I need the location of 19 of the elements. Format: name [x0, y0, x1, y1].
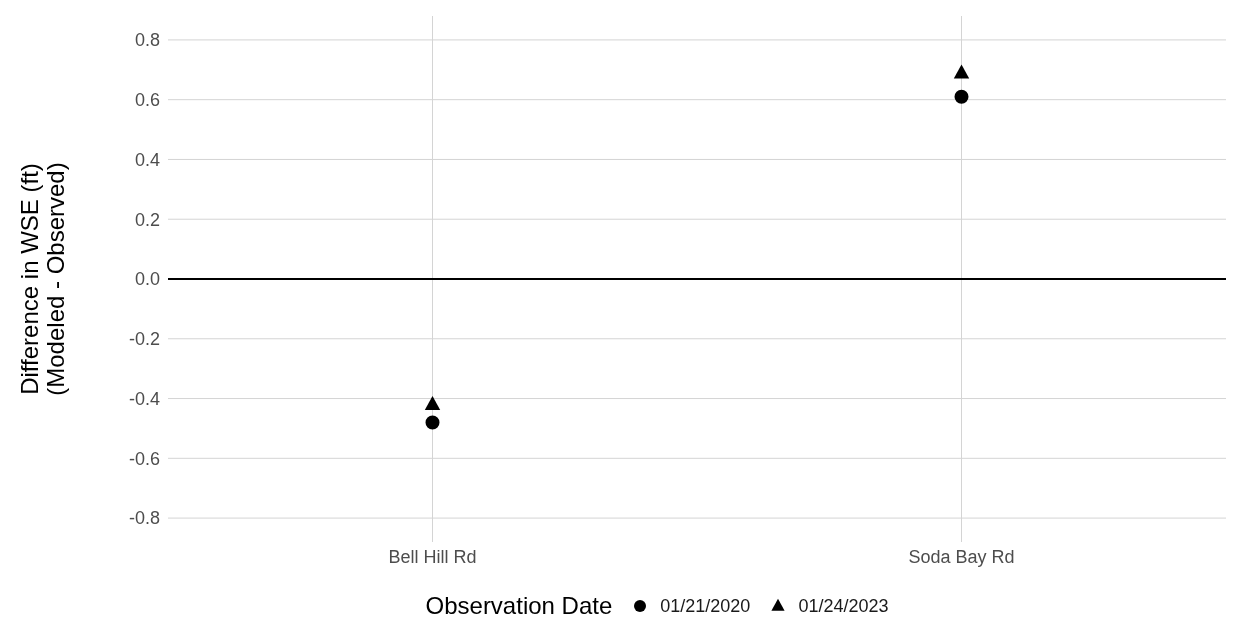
point: [953, 64, 970, 79]
point: [425, 415, 440, 430]
y-tick-label: 0.0: [134, 269, 160, 290]
legend-title: Observation Date: [425, 592, 613, 620]
y-tick-label: 0.8: [134, 30, 160, 51]
x-tick-label: Soda Bay Rd: [908, 546, 1015, 567]
y-tick-label: -0.4: [128, 388, 160, 409]
y-tick-label: -0.2: [128, 329, 160, 350]
x-tick-label: Bell Hill Rd: [388, 546, 477, 567]
y-tick-label: -0.6: [128, 448, 160, 469]
y-tick-label: -0.8: [128, 508, 160, 529]
y-tick-label: 0.4: [134, 149, 160, 170]
point: [954, 89, 969, 104]
y-tick-label: 0.6: [134, 90, 160, 111]
y-tick-label: 0.2: [134, 209, 160, 230]
point: [424, 396, 441, 411]
legend-label: 01/24/2023: [798, 595, 889, 617]
y-axis-title: Difference in WSE (ft) (Modeled - Observed): [16, 162, 69, 396]
legend-label: 01/21/2020: [660, 595, 751, 617]
